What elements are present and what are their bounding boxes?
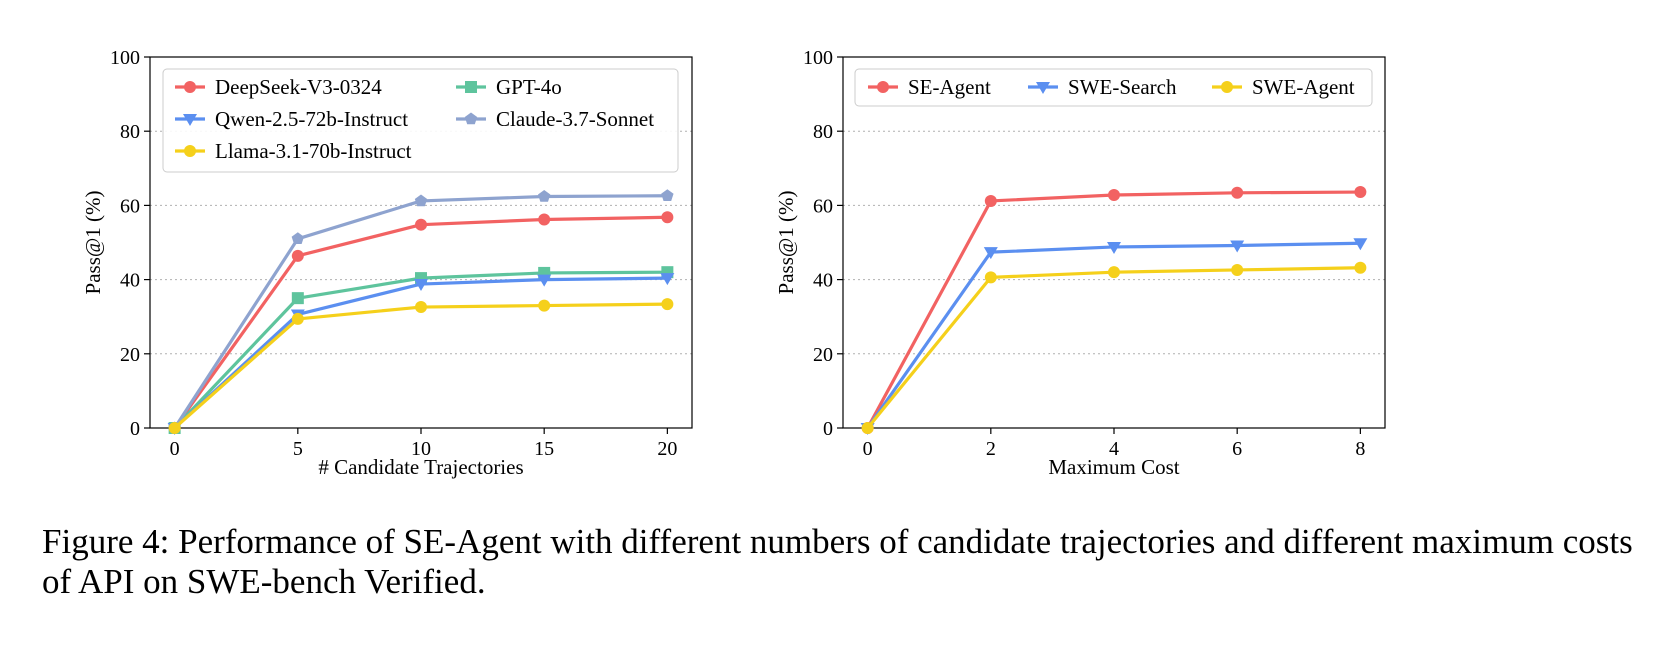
y-tick-label: 0 (130, 418, 140, 440)
x-tick-label: 6 (1232, 438, 1242, 460)
x-tick-label: 0 (863, 438, 873, 460)
legend-label: SWE-Search (1068, 75, 1177, 99)
data-point (415, 301, 427, 314)
legend-label: Qwen-2.5-72b-Instruct (215, 107, 408, 131)
series-line (173, 270, 668, 430)
y-tick-label: 80 (120, 121, 140, 143)
y-tick-label: 20 (813, 344, 833, 366)
data-point (661, 189, 674, 202)
legend-entry-se-agent: SE-Agent (868, 75, 991, 99)
series-llama-3-1-70b-instruct (168, 298, 674, 434)
data-point (538, 213, 551, 226)
legend-box (162, 68, 679, 173)
data-point (1108, 266, 1120, 279)
data-point (415, 218, 427, 231)
legend-entry-qwen-2-5-72b-instruct: Qwen-2.5-72b-Instruct (175, 107, 408, 131)
legend-marker (183, 114, 197, 126)
series-swe-agent (861, 261, 1367, 434)
legend-marker (1221, 81, 1233, 93)
chart-candidate-trajectories: 0 20 40 60 80 100 0 5 10 15 20 # Candidate Trajecto… (81, 47, 693, 479)
legend-entry-swe-search: SWE-Search (1028, 75, 1177, 99)
data-point (291, 312, 304, 325)
x-tick-label: 4 (1109, 438, 1119, 460)
data-point (1108, 189, 1120, 202)
legend-entry-deepseek-v3-0324: DeepSeek-V3-0324 (175, 75, 382, 99)
x-tick-label: 10 (411, 438, 431, 460)
data-point (661, 211, 674, 224)
data-point (1354, 261, 1367, 274)
series-line (173, 276, 668, 430)
data-point (660, 273, 675, 286)
data-point (984, 271, 997, 284)
x-axis-label: # Candidate Trajectories (318, 455, 523, 479)
data-point (983, 247, 998, 260)
series-line (866, 190, 1361, 429)
x-tick-label: 8 (1355, 438, 1365, 460)
data-point (537, 274, 552, 287)
legend-label: SE-Agent (908, 75, 991, 99)
data-point (168, 422, 181, 434)
figure-caption: Figure 4: Performance of SE-Agent with d… (42, 522, 1633, 601)
x-tick-label: 0 (170, 438, 180, 460)
x-tick-label: 20 (657, 438, 677, 460)
legend-entry-claude-3-7-sonnet: Claude-3.7-Sonnet (456, 107, 654, 131)
x-tick-label: 5 (293, 438, 303, 460)
legend-label: GPT-4o (496, 75, 562, 99)
legend: SE-Agent SWE-Search SWE-Agent (854, 68, 1373, 107)
legend-marker (184, 145, 196, 157)
y-axis-label: Pass@1 (%) (774, 191, 798, 295)
data-point (1354, 186, 1367, 199)
series-line (173, 215, 668, 429)
data-point (861, 422, 874, 434)
legend-label: DeepSeek-V3-0324 (215, 75, 382, 99)
legend-entry-llama-3-1-70b-instruct: Llama-3.1-70b-Instruct (175, 139, 412, 163)
data-point (291, 232, 304, 245)
series-gpt-4o (168, 266, 674, 434)
data-point (1231, 186, 1244, 199)
y-tick-label: 60 (813, 195, 833, 217)
data-point (984, 194, 997, 207)
data-point (414, 194, 428, 207)
legend: DeepSeek-V3-0324 Qwen-2.5-72b-Instruct Lla… (162, 68, 679, 173)
y-tick-label: 40 (120, 270, 140, 292)
x-tick-label: 2 (986, 438, 996, 460)
legend-marker (877, 81, 889, 93)
y-tick-label: 80 (813, 121, 833, 143)
data-point (414, 279, 428, 292)
legend-entry-gpt-4o: GPT-4o (456, 75, 562, 99)
x-axis-label: Maximum Cost (1048, 455, 1179, 479)
data-point (1107, 241, 1121, 254)
data-point (538, 190, 551, 202)
x-tick-label: 15 (534, 438, 554, 460)
legend-label: Llama-3.1-70b-Instruct (215, 139, 412, 163)
data-point (1230, 240, 1245, 253)
y-tick-label: 60 (120, 195, 140, 217)
legend-entry-swe-agent: SWE-Agent (1212, 75, 1355, 99)
legend-label: SWE-Agent (1252, 75, 1355, 99)
legend-marker (465, 81, 477, 93)
y-tick-label: 100 (803, 47, 833, 69)
y-tick-label: 0 (823, 418, 833, 440)
data-point (1231, 263, 1244, 276)
data-point (291, 249, 304, 262)
y-tick-label: 40 (813, 270, 833, 292)
legend-marker (184, 81, 196, 93)
chart-maximum-cost: 0 20 40 60 80 100 0 2 4 6 8 Maximum Cost Pass@1 (%) S… (774, 47, 1386, 479)
legend-marker (1036, 82, 1050, 94)
data-point (1353, 238, 1368, 251)
y-tick-label: 100 (110, 47, 140, 69)
data-point (291, 292, 304, 305)
data-point (538, 299, 551, 312)
y-axis-label: Pass@1 (%) (81, 191, 105, 295)
legend-box (854, 68, 1373, 107)
legend-label: Claude-3.7-Sonnet (496, 107, 654, 131)
data-point (661, 298, 674, 311)
y-tick-label: 20 (120, 344, 140, 366)
series-se-agent (861, 186, 1367, 434)
legend-marker (464, 112, 478, 125)
